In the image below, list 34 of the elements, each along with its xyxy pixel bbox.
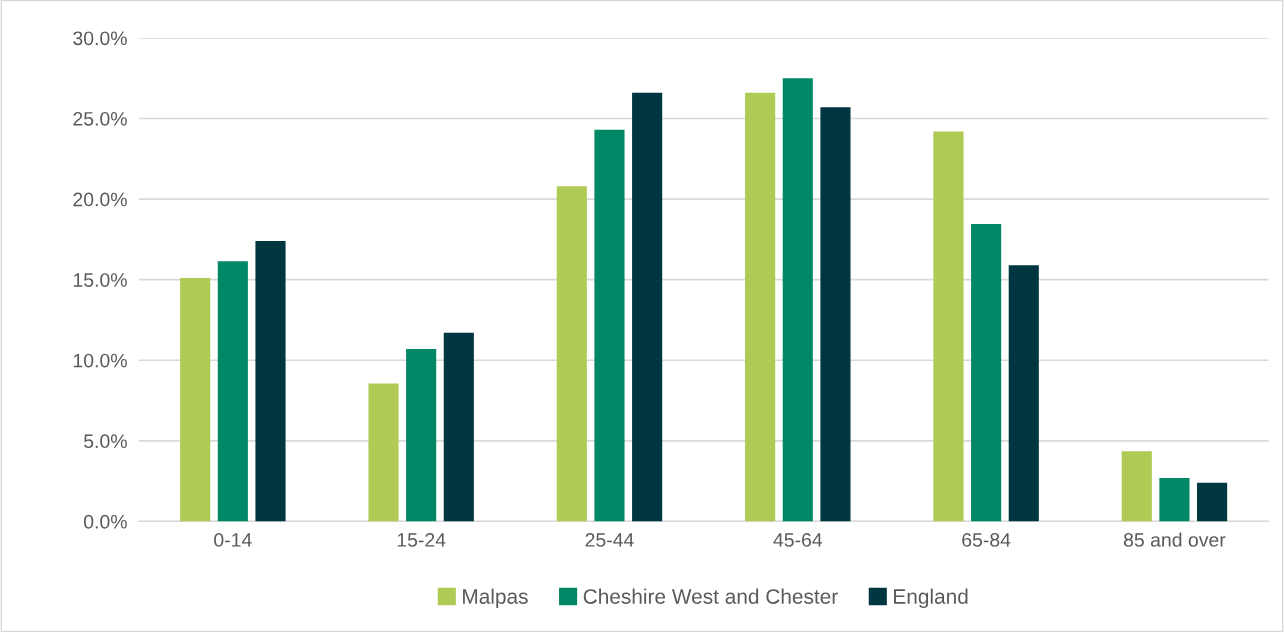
bar [406, 348, 437, 522]
bar [255, 240, 286, 522]
legend-label: Malpas [463, 588, 528, 609]
x-tick-label: 65-84 [962, 533, 1011, 547]
bar [443, 332, 474, 522]
bar [180, 278, 211, 522]
y-tick-label: 5.0% [84, 434, 127, 449]
bar [368, 383, 399, 522]
y-tick-label: 25.0% [73, 111, 127, 126]
bar [933, 131, 964, 522]
bar [1197, 482, 1228, 522]
y-tick-label: 10.0% [73, 353, 127, 368]
x-tick-label: 85 and over [1123, 532, 1226, 547]
bar [971, 224, 1002, 522]
bar [556, 186, 587, 522]
x-tick-label: 0-14 [214, 533, 252, 547]
bar [1008, 265, 1039, 522]
y-tick-label: 20.0% [73, 192, 127, 207]
bar [745, 92, 776, 522]
bar [632, 92, 663, 522]
bar [217, 261, 248, 522]
y-tick-label: 30.0% [73, 31, 127, 46]
y-tick-label: 0.0% [84, 514, 127, 529]
bar [820, 107, 851, 522]
bar [1121, 451, 1152, 522]
y-tick-label: 15.0% [73, 273, 127, 287]
legend-label: England [894, 588, 968, 609]
x-tick-label: 25-44 [585, 533, 634, 547]
x-tick-label: 15-24 [397, 533, 446, 547]
x-tick-label: 45-64 [773, 533, 823, 547]
bar [782, 78, 813, 522]
legend-label: Cheshire West and Chester [583, 588, 838, 604]
bar [1159, 477, 1190, 522]
bar [594, 129, 625, 522]
